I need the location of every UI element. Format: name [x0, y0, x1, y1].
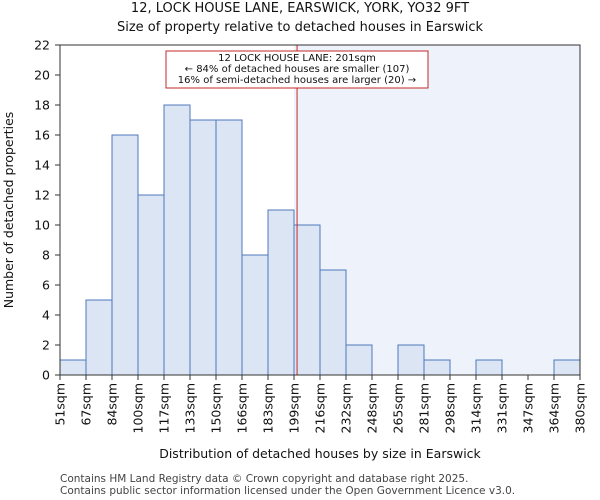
y-tick-label: 8 [42, 248, 50, 263]
annotation-line-2: ← 84% of detached houses are smaller (10… [185, 64, 410, 75]
x-tick-label: 117sqm [157, 383, 172, 433]
y-tick-label: 4 [42, 308, 50, 323]
y-tick-label: 6 [42, 278, 50, 293]
x-axis-ticks: 51sqm 67sqm 84sqm 100sqm 117sqm 133sqm 150sqm 1… [53, 375, 588, 433]
bar-364sqm [553, 359, 581, 376]
x-tick-label: 364sqm [547, 383, 562, 433]
histogram-chart: 12, LOCK HOUSE LANE, EARSWICK, YORK, YO3… [1, 1, 588, 461]
x-tick-label: 84sqm [105, 383, 120, 426]
x-tick-label: 347sqm [521, 383, 536, 433]
y-tick-label: 2 [42, 338, 50, 353]
bar-216sqm [319, 269, 347, 376]
bar-67sqm [85, 299, 113, 376]
x-tick-label: 183sqm [261, 383, 276, 433]
bar-265sqm [397, 344, 425, 376]
bar-133sqm [189, 119, 217, 376]
x-tick-label: 133sqm [183, 383, 198, 433]
y-axis-label: Number of detached properties [1, 112, 16, 309]
x-tick-label: 150sqm [209, 383, 224, 433]
y-tick-label: 16 [34, 128, 50, 143]
x-tick-label: 314sqm [469, 383, 484, 433]
chart-title: 12, LOCK HOUSE LANE, EARSWICK, YORK, YO3… [131, 1, 469, 16]
chart-subtitle: Size of property relative to detached ho… [117, 20, 483, 35]
bar-166sqm [241, 254, 269, 376]
x-tick-label: 331sqm [495, 383, 510, 433]
x-tick-label: 281sqm [417, 383, 432, 433]
y-tick-label: 20 [34, 68, 50, 83]
annotation-line-1: 12 LOCK HOUSE LANE: 201sqm [218, 53, 376, 64]
x-axis-label: Distribution of detached houses by size … [159, 446, 481, 461]
x-tick-label: 298sqm [443, 383, 458, 433]
y-tick-label: 10 [34, 218, 50, 233]
y-tick-label: 14 [34, 158, 50, 173]
x-tick-label: 51sqm [53, 383, 68, 426]
y-tick-label: 0 [42, 368, 50, 383]
bar-100sqm [137, 194, 165, 376]
x-tick-label: 166sqm [235, 383, 250, 433]
x-tick-label: 265sqm [391, 383, 406, 433]
x-tick-label: 248sqm [365, 383, 380, 433]
y-tick-label: 12 [34, 188, 50, 203]
x-tick-label: 232sqm [339, 383, 354, 433]
x-tick-label: 199sqm [287, 383, 302, 433]
bar-281sqm [423, 359, 451, 376]
bar-314sqm [475, 359, 503, 376]
bar-84sqm [111, 134, 139, 376]
bar-232sqm [345, 344, 373, 376]
bars-group [59, 104, 581, 376]
annotation-frame [165, 50, 429, 89]
bar-117sqm [163, 104, 191, 376]
annotation-line-3: 16% of semi-detached houses are larger (… [178, 75, 416, 86]
y-axis-ticks: 0 2 4 6 8 10 12 14 16 18 20 22 [34, 38, 60, 383]
bar-150sqm [215, 119, 243, 376]
footer-attribution-1: Contains HM Land Registry data © Crown c… [60, 473, 469, 485]
bar-183sqm [267, 209, 295, 376]
bar-199sqm [293, 224, 321, 376]
footer-attribution-2: Contains public sector information licen… [60, 485, 516, 497]
x-tick-label: 380sqm [573, 383, 588, 433]
bar-51sqm [59, 359, 87, 376]
x-tick-label: 100sqm [131, 383, 146, 433]
annotation-box: 12 LOCK HOUSE LANE: 201sqm ← 84% of deta… [165, 50, 429, 89]
x-tick-label: 216sqm [313, 383, 328, 433]
y-tick-label: 18 [34, 98, 50, 113]
x-tick-label: 67sqm [79, 383, 94, 426]
y-tick-label: 22 [34, 38, 50, 53]
